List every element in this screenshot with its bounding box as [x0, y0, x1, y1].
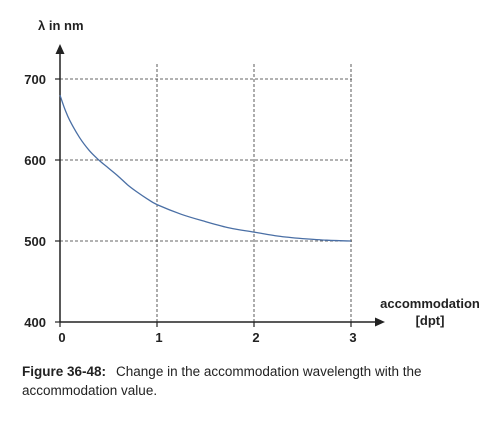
caption-text: Change in the accommodation wavelength w…: [22, 364, 422, 398]
x-tick-label-1: 1: [155, 330, 162, 345]
grid: [55, 64, 352, 327]
x-tick-label-0: 0: [58, 330, 65, 345]
y-axis-label: λ in nm: [38, 18, 84, 33]
y-tick-label-700: 700: [24, 72, 46, 87]
y-tick-label-400: 400: [24, 315, 46, 330]
caption-label: Figure 36-48:: [22, 364, 107, 379]
x-tick-label-2: 2: [252, 330, 259, 345]
y-tick-label-600: 600: [24, 153, 46, 168]
figure-caption: Figure 36-48: Change in the accommodation…: [22, 362, 482, 400]
x-axis-label-line2: [dpt]: [416, 313, 445, 328]
chart: 400 500 600 700 0 1 2 3 λ in nm accommodation […: [24, 18, 480, 345]
x-tick-label-3: 3: [349, 330, 356, 345]
x-axis-arrow: [375, 317, 385, 327]
x-axis-label-line1: accommodation: [380, 296, 480, 311]
y-tick-label-500: 500: [24, 234, 46, 249]
series-line: [59, 94, 352, 242]
ticks: 400 500 600 700 0 1 2 3: [24, 72, 356, 345]
y-axis-arrow: [55, 44, 65, 54]
axes: [55, 44, 385, 327]
